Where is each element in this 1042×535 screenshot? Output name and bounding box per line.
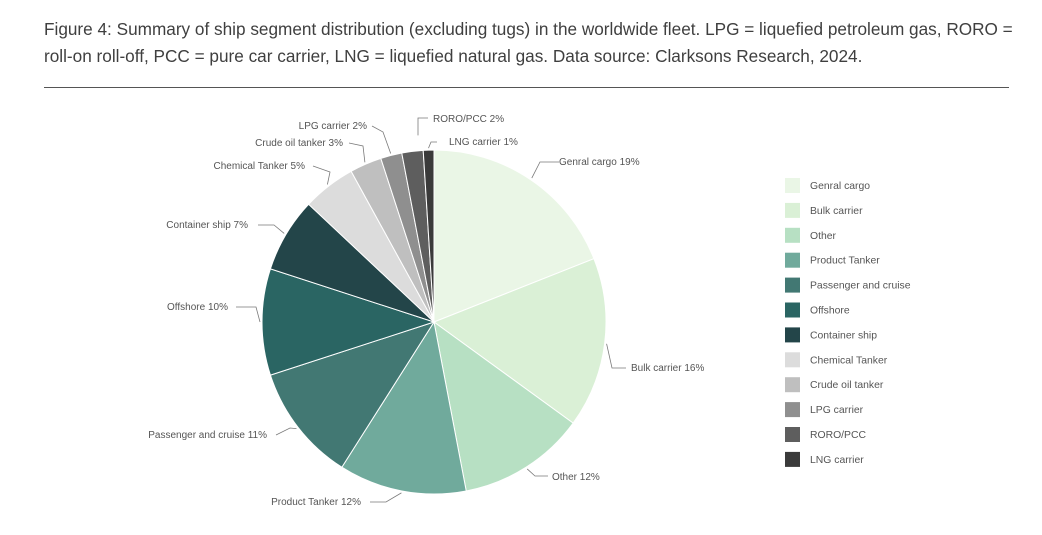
leader-line-container-ship (258, 224, 285, 234)
pie-slice-passenger-and-cruise (269, 321, 436, 468)
slice-label-other: Other 12% (552, 472, 600, 483)
slice-label-lpg-carrier: LPG carrier 2% (299, 121, 367, 132)
caption-divider (44, 87, 1009, 88)
legend-label-lpg-carrier: LPG carrier (810, 405, 864, 416)
leader-line-chemical-tanker (312, 165, 331, 185)
slice-label-bulk-carrier: Bulk carrier 16% (631, 363, 704, 374)
legend-label-genral-cargo: Genral cargo (810, 181, 870, 192)
legend-swatch-lng-carrier (785, 451, 800, 467)
leader-line-offshore (236, 306, 261, 323)
legend-swatch-roro-pcc (785, 427, 800, 442)
legend-swatch-lpg-carrier (785, 402, 800, 418)
legend-swatch-crude-oil-tanker (785, 377, 800, 393)
legend-label-product-tanker: Product Tanker (810, 256, 880, 267)
pie-slice-genral-cargo (433, 149, 595, 323)
pie-slice-lng-carrier (422, 149, 435, 323)
leader-line-lpg-carrier (371, 125, 392, 154)
slice-label-product-tanker: Product Tanker 12% (271, 497, 361, 508)
leader-line-roro-pcc (417, 117, 428, 136)
leader-line-other (526, 468, 548, 477)
legend-swatch-passenger-and-cruise (785, 277, 800, 293)
leader-line-genral-cargo (531, 161, 559, 179)
leader-lines (236, 117, 626, 503)
legend-label-crude-oil-tanker: Crude oil tanker (810, 380, 884, 391)
leader-line-passenger-and-cruise (275, 427, 297, 436)
pie-slices (261, 149, 607, 495)
figure-caption: Figure 4: Summary of ship segment distri… (44, 19, 1013, 66)
legend-swatch-offshore (785, 302, 800, 318)
legend-label-offshore: Offshore (810, 306, 850, 317)
legend-swatch-bulk-carrier (785, 202, 800, 218)
leader-line-lng-carrier (428, 141, 437, 149)
legend-label-chemical-tanker: Chemical Tanker (810, 355, 888, 366)
legend-swatch-other (785, 227, 800, 243)
legend-swatch-genral-cargo (785, 178, 800, 193)
legend-label-bulk-carrier: Bulk carrier (810, 206, 863, 217)
legend-label-passenger-and-cruise: Passenger and cruise (810, 281, 911, 292)
legend-label-other: Other (810, 231, 837, 242)
slice-label-chemical-tanker: Chemical Tanker 5% (213, 161, 305, 172)
pie-slice-offshore (261, 268, 436, 376)
legend-label-container-ship: Container ship (810, 330, 877, 341)
legend-swatch-container-ship (785, 327, 800, 343)
slice-labels: Genral cargo 19% Bulk carrier 16% Other 12… (148, 114, 704, 508)
leader-line-bulk-carrier (606, 343, 626, 369)
slice-label-offshore: Offshore 10% (167, 302, 228, 313)
slice-label-crude-oil-tanker: Crude oil tanker 3% (255, 138, 343, 149)
leader-line-crude-oil-tanker (348, 142, 366, 163)
leader-line-product-tanker (370, 492, 402, 503)
pie-slice-other (433, 320, 574, 492)
slice-label-lng-carrier: LNG carrier 1% (449, 137, 518, 148)
slice-label-genral-cargo: Genral cargo 19% (559, 157, 640, 168)
slice-label-roro-pcc: RORO/PCC 2% (433, 114, 504, 125)
legend-label-roro-pcc: RORO/PCC (810, 430, 866, 441)
slice-label-container-ship: Container ship 7% (166, 220, 248, 231)
legend-swatch-product-tanker (785, 252, 800, 268)
legend-label-lng-carrier: LNG carrier (810, 455, 864, 466)
pie-slice-bulk-carrier (432, 258, 607, 424)
legend: Genral cargo Bulk carrier Other Product Tan… (785, 178, 911, 467)
slice-label-passenger-and-cruise: Passenger and cruise 11% (148, 430, 267, 441)
legend-swatch-chemical-tanker (785, 352, 800, 368)
pie-slice-product-tanker (341, 320, 467, 495)
